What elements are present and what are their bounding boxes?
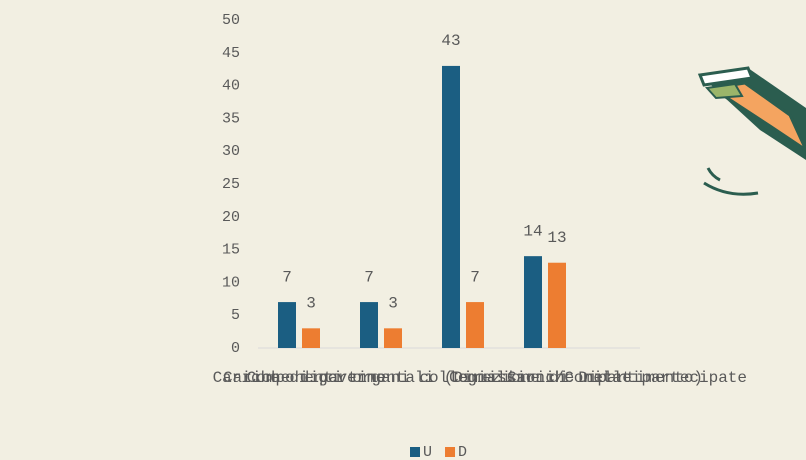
y-tick-label: 25 (222, 176, 240, 193)
value-label: 3 (306, 295, 316, 313)
y-tick-label: 20 (222, 209, 240, 226)
legend-label: U (423, 444, 432, 460)
bar (466, 302, 484, 348)
y-tick-label: 45 (222, 45, 240, 62)
value-label: 7 (282, 268, 292, 286)
y-tick-label: 40 (222, 78, 240, 95)
y-tick-label: 15 (222, 242, 240, 259)
value-label: 7 (364, 268, 374, 286)
bar (302, 328, 320, 348)
legend-swatch (410, 447, 420, 457)
y-tick-label: 30 (222, 143, 240, 160)
x-tick-label: Cariche di governo (213, 369, 386, 387)
value-label: 7 (470, 268, 480, 286)
y-tick-label: 5 (231, 307, 240, 324)
value-label: 43 (441, 32, 460, 50)
bar (384, 328, 402, 348)
value-label: 13 (547, 229, 566, 247)
y-tick-label: 35 (222, 110, 240, 127)
y-tick-label: 50 (222, 12, 240, 29)
legend-label: D (458, 444, 467, 460)
value-label: 3 (388, 295, 398, 313)
y-tick-label: 0 (231, 340, 240, 357)
pencil-decoration (697, 66, 806, 196)
bar (548, 262, 566, 348)
value-label: 14 (523, 222, 542, 240)
bar (278, 302, 296, 348)
x-tick-label: Componenti organi collegiali (247, 369, 516, 387)
legend-swatch (445, 447, 456, 457)
y-tick-label: 10 (222, 274, 240, 291)
x-tick-label: Cariche dipartimentali (Direzione di Dip… (223, 369, 703, 387)
bar (360, 302, 378, 348)
x-tick-label: Commissioni/Comitati (449, 369, 641, 387)
bar (442, 65, 460, 349)
bar (524, 256, 542, 348)
x-tick-label: Cariche nelle partecipate (507, 369, 747, 387)
